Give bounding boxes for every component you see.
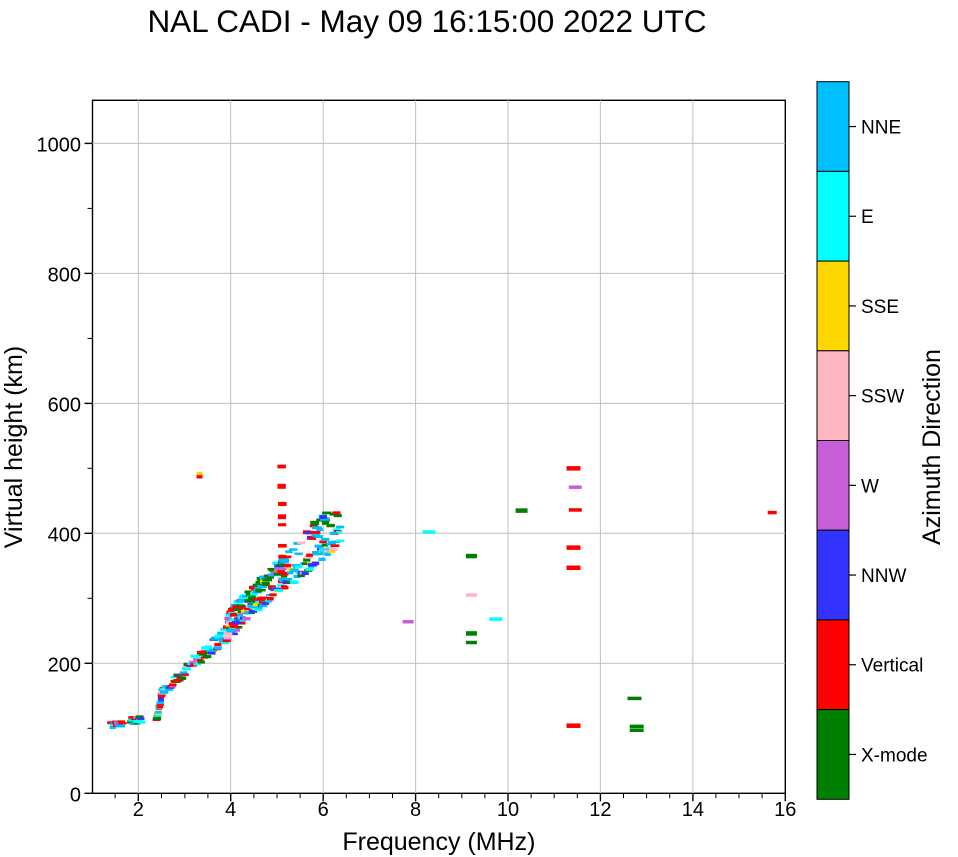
svg-text:NNE: NNE — [861, 118, 901, 139]
svg-text:4: 4 — [225, 799, 236, 821]
svg-text:1000: 1000 — [37, 134, 82, 156]
svg-text:E: E — [861, 207, 874, 228]
svg-text:Azimuth Direction: Azimuth Direction — [918, 349, 946, 545]
svg-text:600: 600 — [48, 394, 81, 416]
svg-text:NAL CADI - May 09 16:15:00 202: NAL CADI - May 09 16:15:00 2022 UTC — [147, 3, 706, 39]
svg-text:6: 6 — [318, 799, 329, 821]
svg-text:16: 16 — [774, 799, 796, 821]
svg-text:Vertical: Vertical — [861, 656, 923, 677]
svg-text:Virtual height (km): Virtual height (km) — [0, 346, 28, 548]
svg-text:200: 200 — [48, 654, 81, 676]
svg-text:12: 12 — [589, 799, 611, 821]
svg-text:NNW: NNW — [861, 566, 906, 587]
svg-text:14: 14 — [682, 799, 704, 821]
svg-text:8: 8 — [410, 799, 421, 821]
svg-text:SSW: SSW — [861, 387, 904, 408]
svg-text:400: 400 — [48, 524, 81, 546]
svg-text:0: 0 — [70, 784, 81, 806]
svg-text:10: 10 — [497, 799, 519, 821]
svg-text:X-mode: X-mode — [861, 745, 928, 766]
svg-text:Frequency (MHz): Frequency (MHz) — [342, 828, 535, 856]
svg-text:800: 800 — [48, 264, 81, 286]
svg-text:2: 2 — [133, 799, 144, 821]
svg-text:W: W — [861, 476, 879, 497]
svg-text:SSE: SSE — [861, 297, 899, 318]
